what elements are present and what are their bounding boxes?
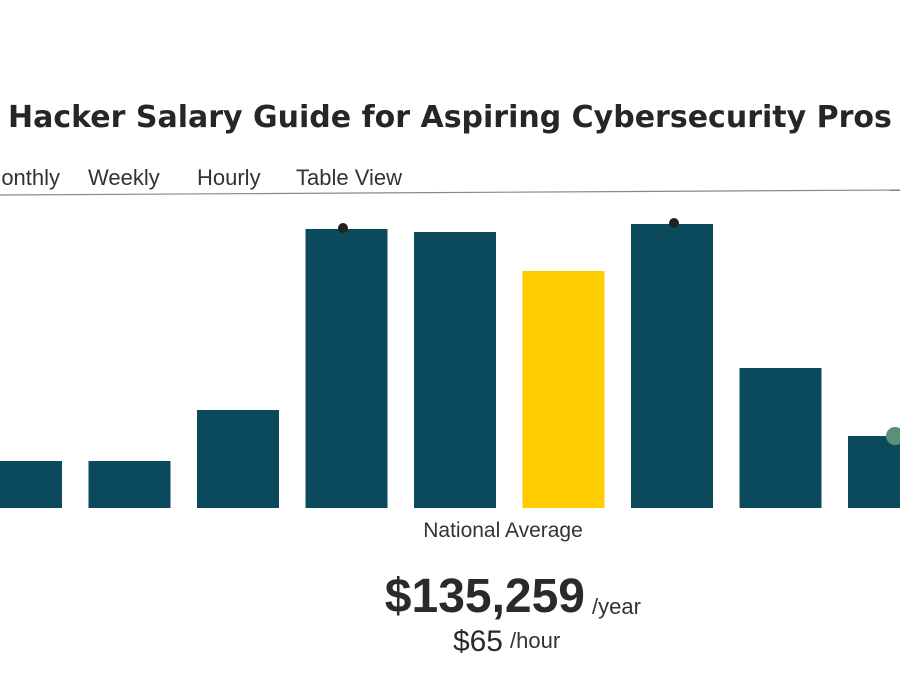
bar [305,229,388,508]
tab[interactable]: Weekly [88,165,160,190]
bar [522,271,605,508]
page-title: Hacker Salary Guide for Aspiring Cyberse… [8,100,892,135]
hourly-unit: /hour [510,628,560,653]
marker [886,427,900,445]
marker [338,223,348,233]
salary-unit: /year [592,594,641,619]
bar [631,224,713,508]
bar-chart [0,224,900,508]
summary-label: National Average [423,519,583,542]
marker [669,218,679,228]
tab-divider [0,189,900,196]
tab[interactable]: Hourly [197,165,261,190]
hourly: $65 [453,625,503,658]
bar [414,232,496,508]
bar [197,410,279,508]
tab[interactable]: Monthly [0,165,60,190]
bar [739,368,822,508]
bar [0,461,62,508]
bar [848,436,900,508]
tab[interactable]: Table View [296,165,402,190]
salary: $135,259 [385,570,585,623]
bar [88,461,171,508]
